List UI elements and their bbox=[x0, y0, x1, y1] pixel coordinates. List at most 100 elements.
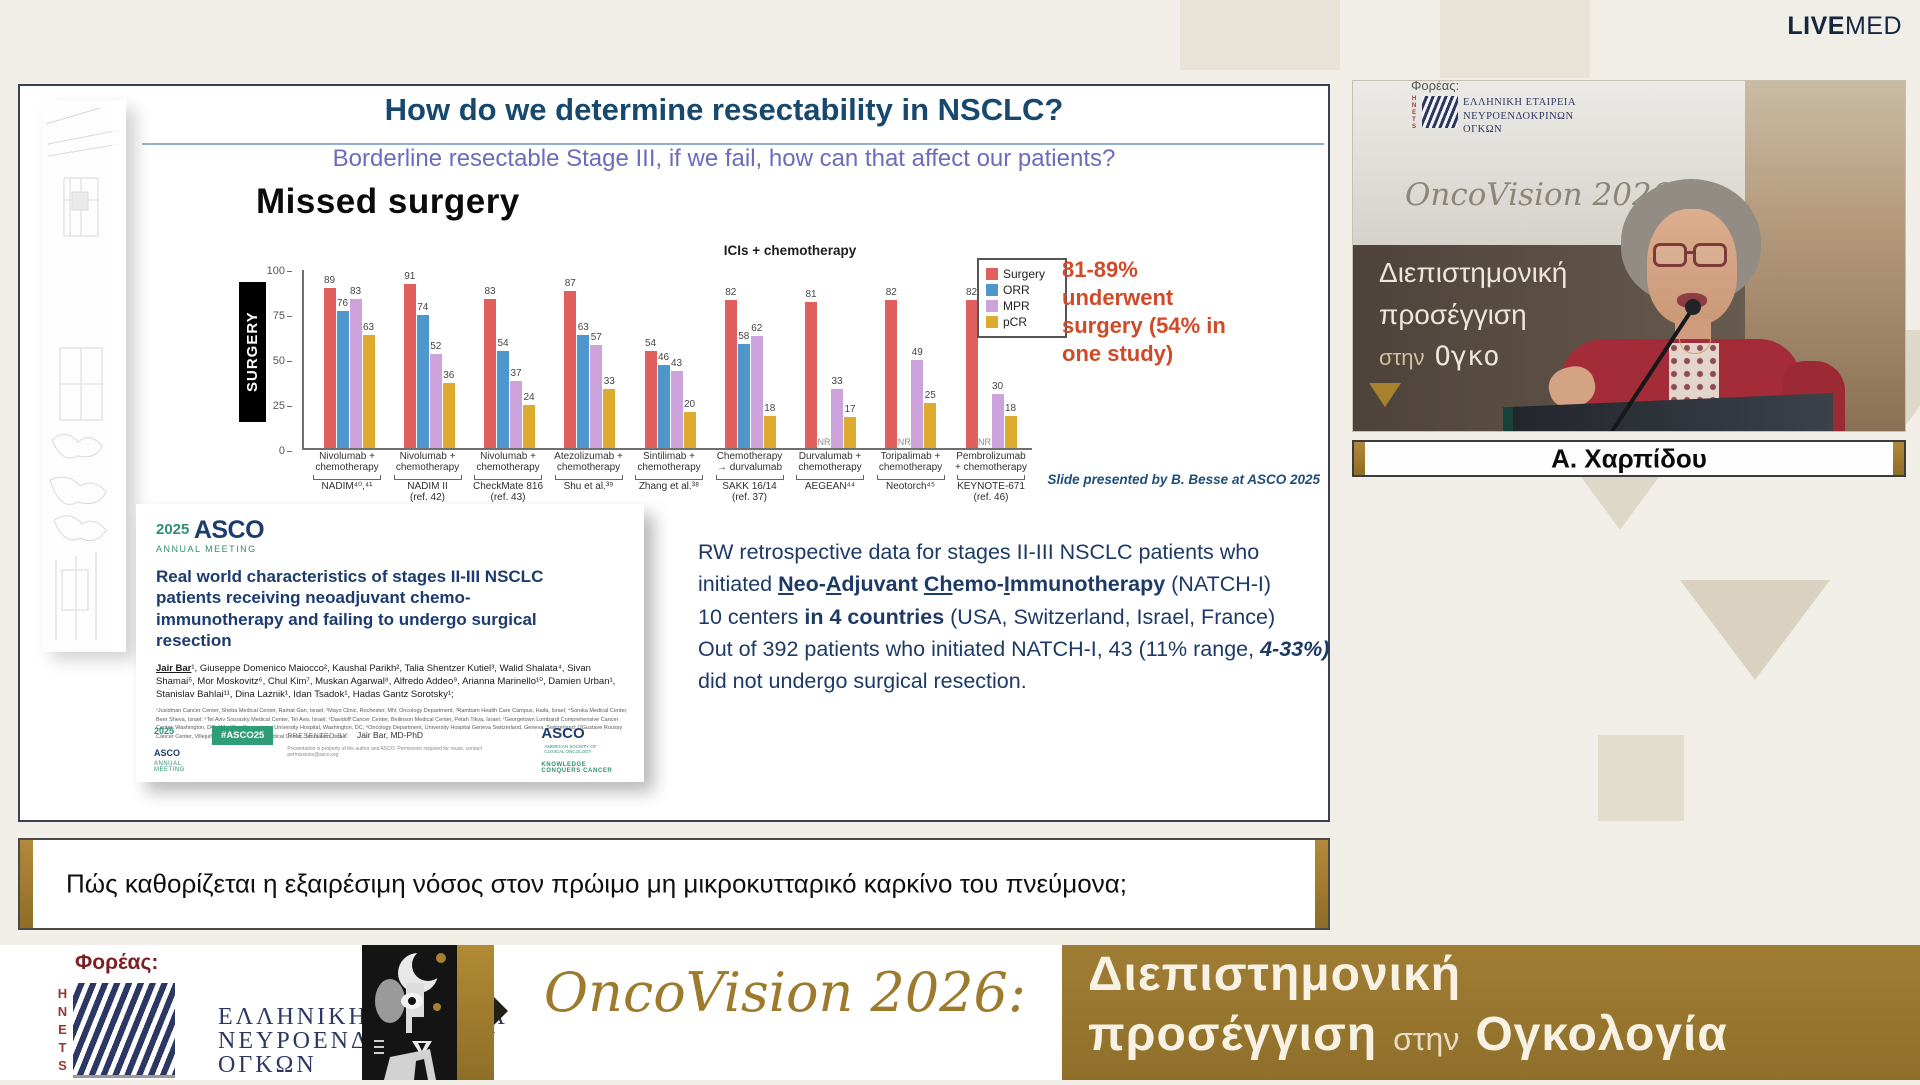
building-sketch-decoration bbox=[42, 100, 126, 652]
bar-pcr: 20 bbox=[683, 399, 696, 448]
name-plate-gold-cap bbox=[1354, 442, 1365, 475]
abstract-footer: 2025 ASCO ANNUAL MEETING #ASCO25 PRESENT… bbox=[154, 725, 628, 774]
abstract-face-art bbox=[362, 945, 457, 1080]
bar-mpr: 30 bbox=[991, 381, 1004, 448]
video-banner-foreas: Φορέας: bbox=[1411, 80, 1460, 93]
bar-pcr: 24 bbox=[523, 392, 535, 448]
title-underline bbox=[142, 143, 1324, 145]
bar-mpr: 52 bbox=[429, 341, 442, 448]
caption-text: Πώς καθορίζεται η εξαιρέσιμη νόσος στον … bbox=[66, 868, 1127, 899]
banner-foreas-label: Φορέας: bbox=[75, 951, 159, 974]
glasses-left-lens bbox=[1653, 243, 1687, 267]
asco-logo-meeting: ANNUAL MEETING bbox=[156, 544, 257, 554]
slide-credit: Slide presented by B. Besse at ASCO 2025 bbox=[1047, 472, 1320, 487]
video-society-name: ΕΛΛΗΝΙΚΗ ΕΤΑΙΡΕΙΑ ΝΕΥΡΟΕΝΔΟΚΡΙΝΩΝ ΟΓΚΩΝ bbox=[1463, 97, 1576, 136]
hnets-zebra-logo bbox=[73, 983, 175, 1078]
bar-mpr: 33 bbox=[831, 376, 843, 448]
bar-mpr: 43 bbox=[670, 358, 683, 448]
background-shape bbox=[1598, 735, 1684, 821]
legend-item: MPR bbox=[986, 299, 1058, 313]
background-shape bbox=[1440, 0, 1590, 78]
bar-pcr: 17 bbox=[844, 404, 856, 448]
caption-gold-cap bbox=[1315, 840, 1328, 928]
bar-surgery: 81 bbox=[805, 289, 817, 448]
rw-summary-text: RW retrospective data for stages II-III … bbox=[698, 540, 1330, 693]
surgery-annotation: 81-89% underwent surgery (54% in one stu… bbox=[1062, 257, 1226, 367]
asco-logo: 2025 ASCO bbox=[156, 518, 624, 543]
presentation-slide: How do we determine resectability in NSC… bbox=[18, 84, 1330, 822]
banner-title-line1: Διεπιστημονική bbox=[1088, 948, 1462, 1001]
speaker-name: Α. Χαρπίδου bbox=[1551, 443, 1707, 473]
conference-banner: Φορέας: HNETS ΕΛΛΗΝΙΚΗ ΕΤΑΙΡΕΙΑ ΝΕΥΡΟΕΝΔ… bbox=[0, 945, 1920, 1080]
gold-stripe-decoration bbox=[457, 945, 494, 1080]
banner-gold-panel: Διεπιστημονική προσέγγιση στην Ογκολογία bbox=[1062, 945, 1920, 1080]
livemed-logo-bold: LIVE bbox=[1787, 12, 1845, 40]
chart-x-labels: Nivolumab + chemotherapy NADIM⁴⁰,⁴¹ Nivolu… bbox=[302, 451, 1032, 503]
bar-orr: 54 bbox=[497, 338, 509, 448]
bar-orr: 76 bbox=[336, 298, 349, 448]
bar-surgery: 54 bbox=[644, 338, 657, 448]
bar-orr: 58 bbox=[737, 331, 750, 448]
bar-surgery: 89 bbox=[323, 275, 336, 448]
glasses-right-lens bbox=[1693, 243, 1727, 267]
asco-society-logo: ASCO AMERICAN SOCIETY OF CLINICAL ONCOLO… bbox=[541, 725, 613, 774]
bar-surgery: 91 bbox=[403, 271, 416, 448]
presented-by-block: PRESENTED BY: Jair Bar, MD-PhD Presentat… bbox=[287, 730, 482, 758]
bar-surgery: 82 bbox=[724, 287, 737, 448]
bar-orr: 46 bbox=[657, 352, 670, 448]
bar-surgery: 87 bbox=[564, 278, 577, 448]
asco-logo-year: 2025 bbox=[156, 521, 190, 538]
video-banner-line1: Διεπιστημονική bbox=[1379, 257, 1568, 288]
background-shape bbox=[1180, 0, 1340, 70]
legend-item: pCR bbox=[986, 315, 1058, 329]
bar-mpr: 37 bbox=[510, 368, 522, 448]
name-plate-gold-cap bbox=[1893, 442, 1904, 475]
bar-surgery: 82 bbox=[965, 287, 978, 448]
asco-logo-word: ASCO bbox=[193, 516, 265, 544]
bar-pcr: 33 bbox=[603, 376, 616, 448]
bar-mpr: 83 bbox=[349, 286, 362, 448]
bar-pcr: 18 bbox=[763, 403, 776, 448]
asco-abstract-card: 2025 ASCO ANNUAL MEETING Real world char… bbox=[136, 504, 644, 782]
caption-bar: Πώς καθορίζεται η εξαιρέσιμη νόσος στον … bbox=[18, 838, 1330, 930]
asco-footer-logo: 2025 ASCO ANNUAL MEETING bbox=[154, 726, 185, 773]
slide-title: How do we determine resectability in NSC… bbox=[384, 92, 1064, 127]
glasses-bridge bbox=[1685, 251, 1695, 254]
bar-orr: 74 bbox=[416, 302, 429, 448]
bar-mpr: 62 bbox=[750, 323, 763, 448]
legend-item: ORR bbox=[986, 283, 1058, 297]
livemed-logo-light: MED bbox=[1844, 12, 1902, 40]
hnets-logo: HNETS bbox=[55, 983, 175, 1078]
abstract-authors: Jair Bar¹, Giuseppe Domenico Maiocco², K… bbox=[156, 663, 616, 700]
bar-pcr: 36 bbox=[442, 370, 455, 448]
legend-item: Surgery bbox=[986, 267, 1058, 281]
slide-subtitle: Borderline resectable Stage III, if we f… bbox=[332, 145, 1116, 172]
banner-title-line2: προσέγγιση στην Ογκολογία bbox=[1088, 1008, 1728, 1061]
bar-pcr: 63 bbox=[362, 322, 375, 448]
caption-gold-cap bbox=[20, 840, 33, 928]
speaker-video-panel: Φορέας: HNETS ΕΛΛΗΝΙΚΗ ΕΤΑΙΡΕΙΑ ΝΕΥΡΟΕΝΔ… bbox=[1352, 80, 1906, 432]
bar-pcr: 25 bbox=[924, 390, 937, 448]
bar-orr: 63 bbox=[577, 322, 590, 448]
asco-hashtag-badge: #ASCO25 bbox=[212, 726, 274, 745]
bar-chart: ICIs + chemotherapy 89 76 83 63 91 74 52 36 83 54… bbox=[267, 243, 1032, 457]
chart-legend: Surgery ORR MPR pCR bbox=[977, 258, 1067, 338]
livemed-logo: LIVEMED bbox=[1787, 12, 1902, 41]
microphone-icon bbox=[1609, 299, 1701, 431]
banner-triangle-decoration bbox=[1369, 383, 1401, 407]
abstract-title: Real world characteristics of stages II-… bbox=[156, 567, 544, 650]
video-banner-line3: στην Ογκο bbox=[1379, 341, 1500, 372]
speaker-name-plate: Α. Χαρπίδου bbox=[1352, 440, 1906, 477]
hnets-zebra-logo bbox=[1422, 96, 1458, 128]
bar-surgery: 82 bbox=[885, 287, 898, 448]
bar-chart-plot: 89 76 83 63 91 74 52 36 83 54 37 24 87 63 57 33 54 46 43 20… bbox=[302, 270, 1032, 450]
background-shape bbox=[1680, 580, 1830, 680]
bar-mpr: 57 bbox=[590, 332, 603, 448]
hnets-letters: HNETS bbox=[1411, 96, 1417, 131]
video-banner-line2: προσέγγιση bbox=[1379, 299, 1527, 330]
notch-decoration bbox=[494, 997, 508, 1025]
bar-pcr: 18 bbox=[1004, 403, 1017, 448]
chart-group-header: ICIs + chemotherapy bbox=[723, 243, 857, 258]
bar-mpr: 49 bbox=[911, 347, 924, 448]
hnets-letters: HNETS bbox=[55, 986, 70, 1076]
